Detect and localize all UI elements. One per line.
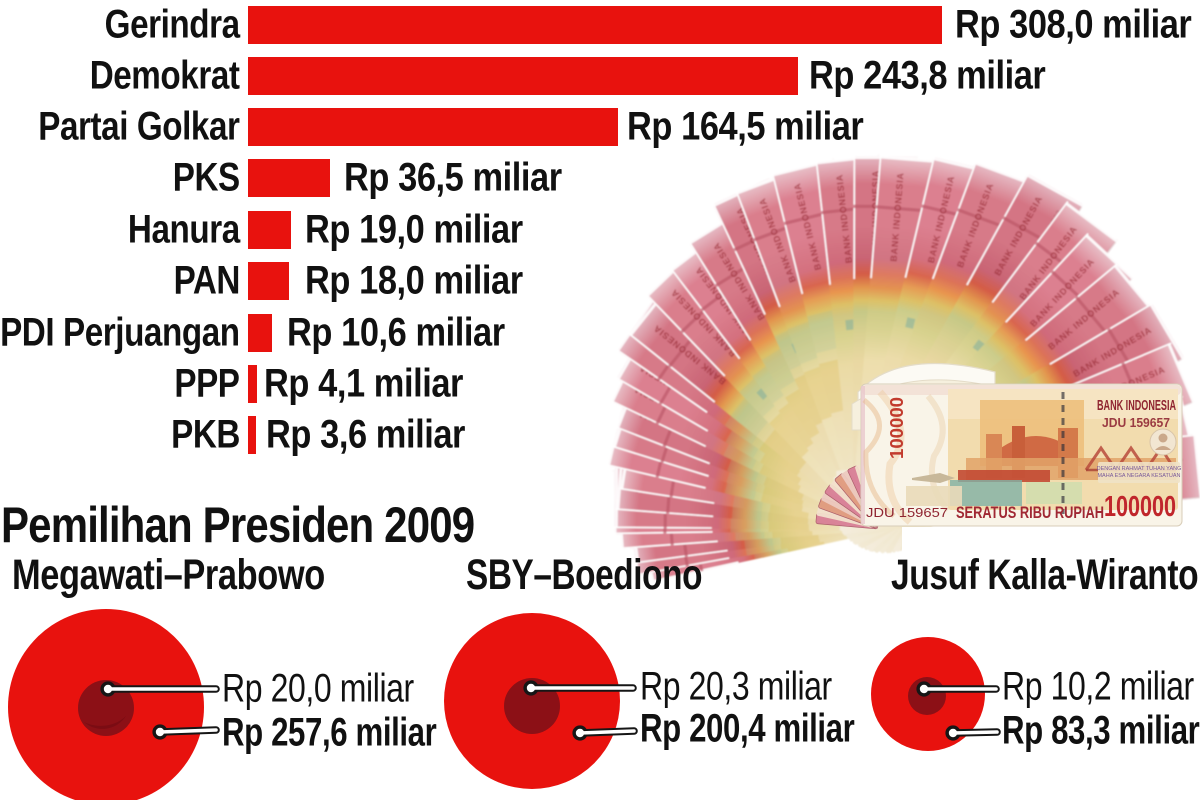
svg-text:SERATUS RIBU RUPIAH: SERATUS RIBU RUPIAH xyxy=(956,504,1104,522)
svg-text:DENGAN RAHMAT TUHAN YANG: DENGAN RAHMAT TUHAN YANG xyxy=(1097,466,1182,472)
svg-text:100000: 100000 xyxy=(1104,491,1176,523)
svg-text:BANK INDONESIA: BANK INDONESIA xyxy=(1097,398,1176,414)
svg-text:JDU 159657: JDU 159657 xyxy=(1102,416,1170,430)
svg-text:JDU 159657: JDU 159657 xyxy=(866,505,948,520)
svg-text:100000: 100000 xyxy=(887,397,907,459)
svg-text:MAHA ESA NEGARA KESATUAN: MAHA ESA NEGARA KESATUAN xyxy=(1097,473,1180,479)
